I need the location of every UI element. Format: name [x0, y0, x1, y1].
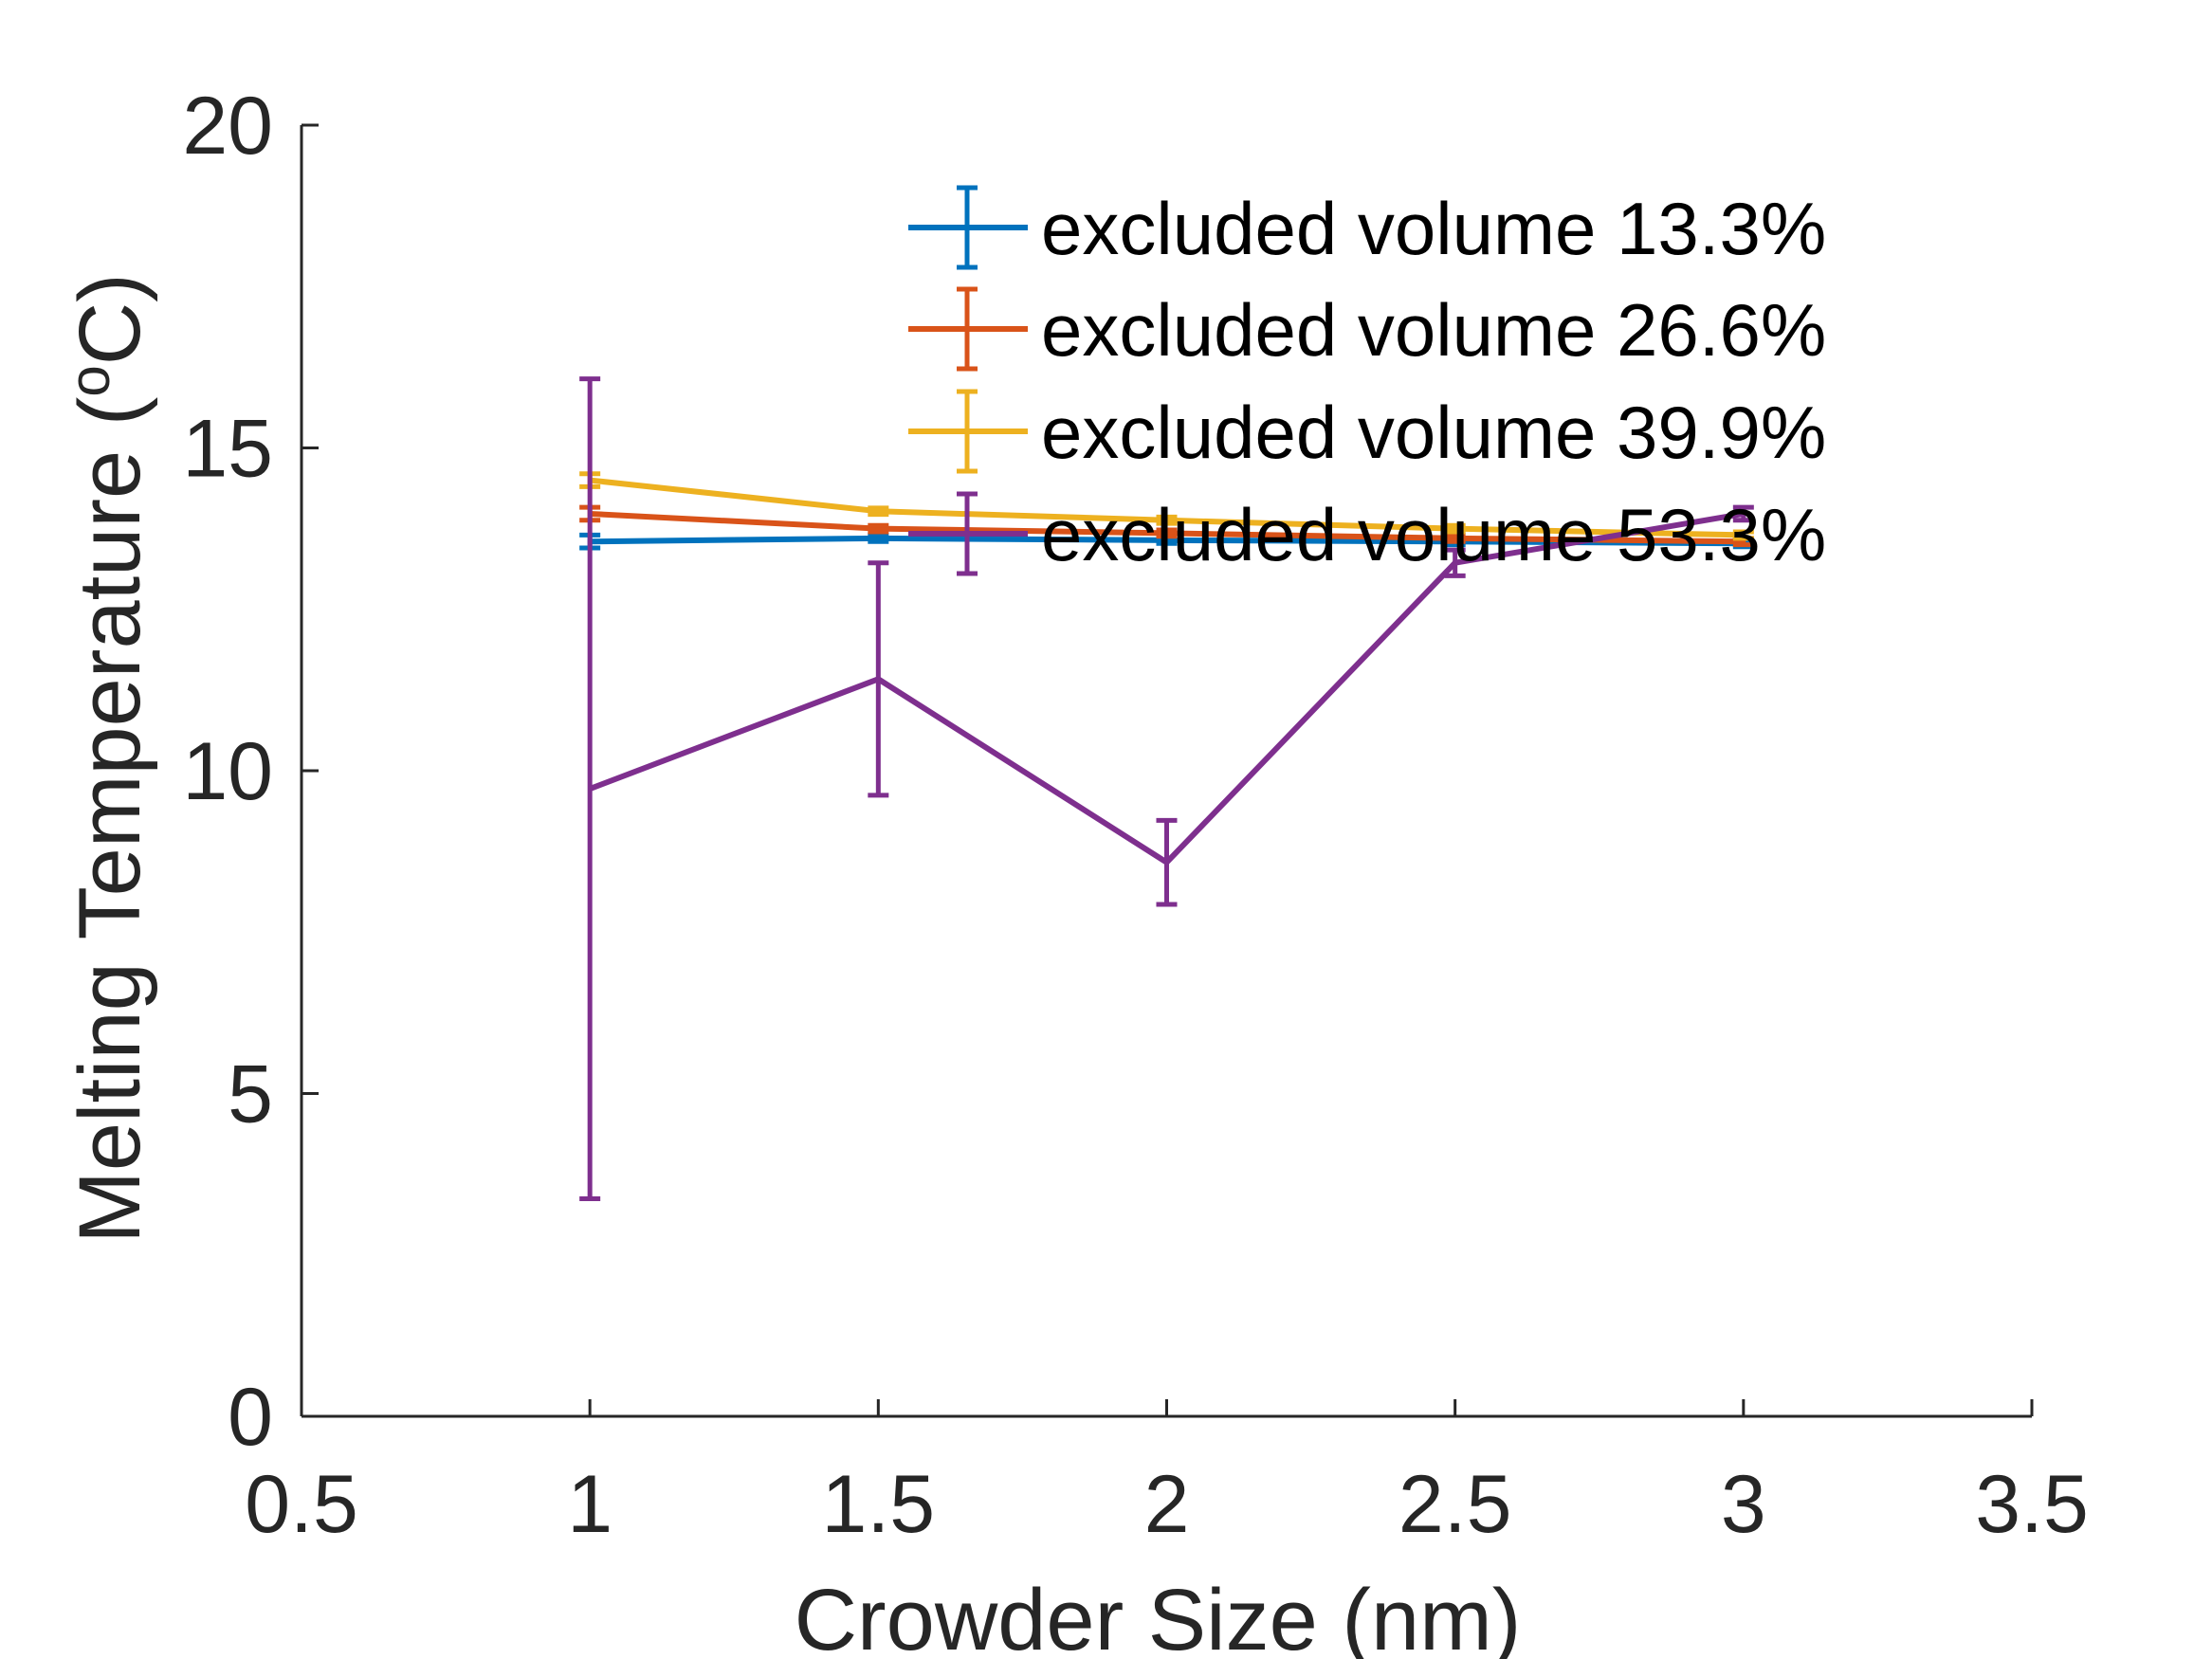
x-tick-label: 2: [1144, 1459, 1190, 1550]
error-bar: [1732, 529, 1754, 541]
x-tick-label: 3: [1721, 1459, 1766, 1550]
error-bar: [1444, 532, 1466, 544]
x-tick-label: 0.5: [245, 1459, 358, 1550]
x-axis-title: Crowder Size (nm): [795, 1572, 1522, 1659]
error-bar: [868, 522, 889, 535]
error-bar: [1732, 504, 1754, 523]
legend-item-3: excluded volume 39.9%: [908, 389, 1826, 474]
error-bar: [1156, 527, 1178, 539]
x-tick-label: 1: [567, 1459, 612, 1550]
error-bar: [868, 532, 889, 544]
y-axis-title: Melting Temperature (oC): [58, 273, 158, 1244]
legend-label: excluded volume 13.3%: [1041, 187, 1826, 270]
x-tick-label: 2.5: [1398, 1459, 1512, 1550]
legend-item-1: excluded volume 13.3%: [908, 185, 1826, 270]
error-bar: [868, 505, 889, 518]
y-tick-label: 0: [228, 1372, 273, 1463]
error-bar: [579, 376, 601, 1202]
y-tick-label: 20: [182, 81, 273, 172]
y-axis-title-unit: C): [62, 273, 158, 365]
plot-series: [579, 376, 1754, 1202]
error-bar: [868, 560, 889, 798]
y-tick-label: 15: [182, 404, 273, 495]
y-axis-title-superscript: o: [58, 365, 121, 396]
axes: 0.5 1 1.5 2 2.5 3 3.5 0 5 10 15 20: [182, 81, 2088, 1550]
legend-label: excluded volume 39.9%: [1041, 391, 1826, 474]
error-bar: [1156, 817, 1178, 907]
legend-item-4: excluded volume 53.3%: [908, 491, 1826, 576]
legend-label: excluded volume 26.6%: [1041, 288, 1826, 372]
y-axis-title-main: Melting Temperature (: [62, 396, 158, 1244]
y-tick-label: 10: [182, 726, 273, 817]
error-bar: [1444, 547, 1466, 578]
y-tick-label: 5: [228, 1049, 273, 1140]
series-4: [579, 376, 1754, 1202]
legend: excluded volume 13.3% excluded volume 26.…: [908, 185, 1826, 576]
x-tick-label: 3.5: [1975, 1459, 2089, 1550]
legend-label: excluded volume 53.3%: [1041, 493, 1826, 576]
legend-item-2: excluded volume 26.6%: [908, 286, 1826, 372]
error-bar: [1156, 514, 1178, 526]
error-bar: [1444, 522, 1466, 535]
x-tick-label: 1.5: [822, 1459, 936, 1550]
